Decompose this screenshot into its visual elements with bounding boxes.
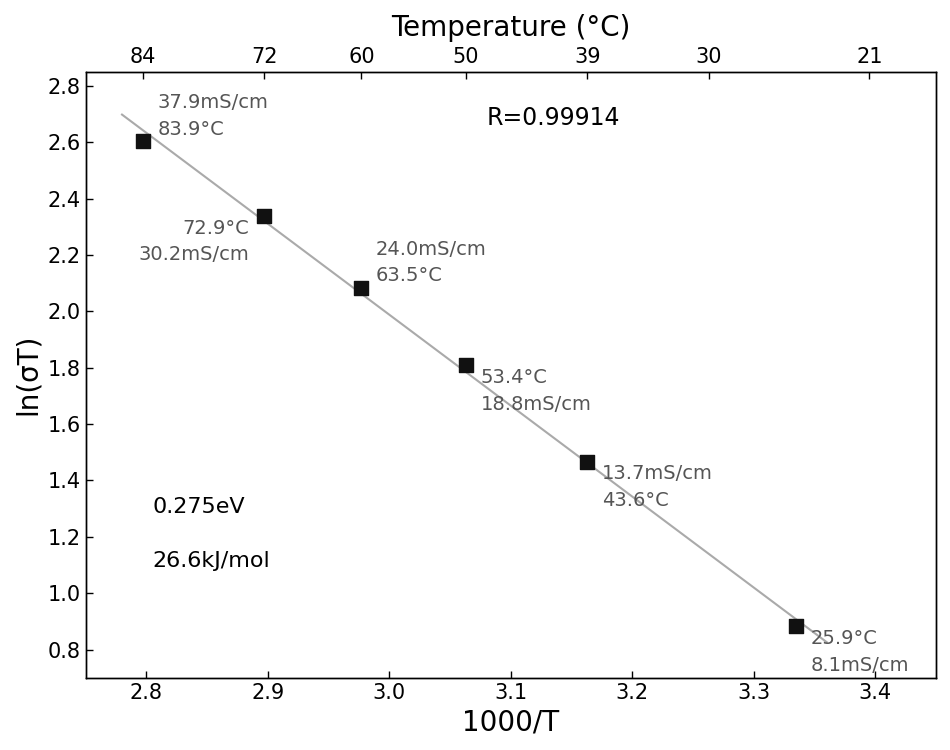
Point: [788, 620, 804, 632]
Text: 13.7mS/cm
43.6°C: 13.7mS/cm 43.6°C: [602, 464, 712, 510]
Text: 0.275eV: 0.275eV: [152, 497, 245, 517]
Text: 26.6kJ/mol: 26.6kJ/mol: [152, 551, 270, 571]
Text: 25.9°C
8.1mS/cm: 25.9°C 8.1mS/cm: [811, 629, 909, 675]
Text: 24.0mS/cm
63.5°C: 24.0mS/cm 63.5°C: [376, 240, 486, 286]
Text: 72.9°C
30.2mS/cm: 72.9°C 30.2mS/cm: [139, 219, 250, 265]
Point: [135, 136, 150, 148]
Text: 53.4°C
18.8mS/cm: 53.4°C 18.8mS/cm: [481, 368, 591, 414]
X-axis label: 1000/T: 1000/T: [463, 708, 560, 736]
Text: R=0.99914: R=0.99914: [486, 106, 620, 130]
Y-axis label: ln(σT): ln(σT): [14, 334, 42, 416]
Text: 37.9mS/cm
83.9°C: 37.9mS/cm 83.9°C: [158, 93, 268, 139]
Point: [256, 210, 272, 222]
Point: [353, 282, 369, 294]
X-axis label: Temperature (°C): Temperature (°C): [391, 14, 631, 42]
Point: [458, 359, 473, 371]
Point: [580, 455, 595, 467]
